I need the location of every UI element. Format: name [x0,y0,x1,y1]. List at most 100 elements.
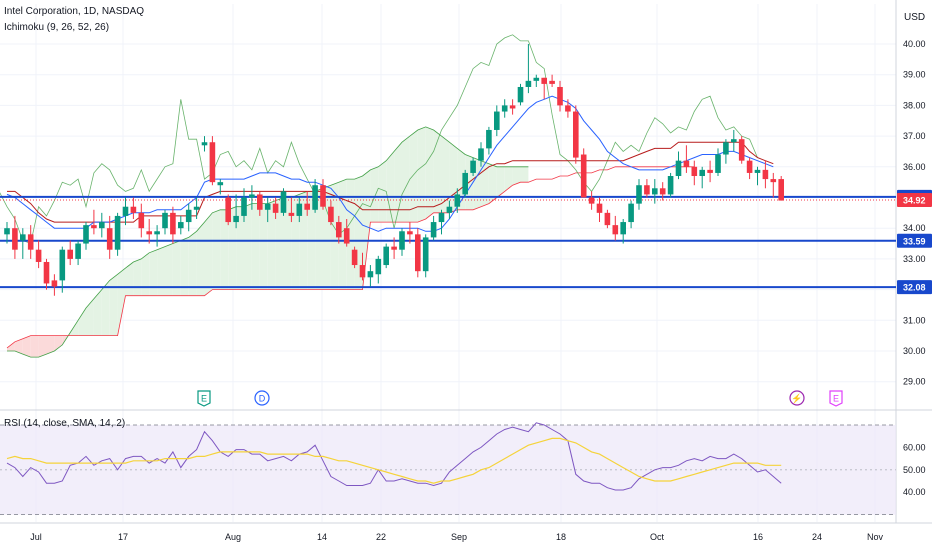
candle-body[interactable] [375,258,382,275]
candle-body[interactable] [778,179,784,201]
candle-body[interactable] [241,197,247,216]
candle-body[interactable] [35,249,42,262]
candle-body[interactable] [264,203,271,210]
candle-body[interactable] [75,243,81,259]
candle-body[interactable] [249,194,255,198]
candle-body[interactable] [359,265,366,278]
candle-body[interactable] [691,166,698,177]
candle-body[interactable] [193,206,200,210]
candle-body[interactable] [320,185,326,207]
candle-body[interactable] [738,139,745,161]
candle-body[interactable] [438,212,445,223]
candle-body[interactable] [446,206,453,213]
candle-body[interactable] [667,176,674,195]
candle-body[interactable] [762,169,769,180]
candle-body[interactable] [296,203,303,216]
candle-body[interactable] [541,77,547,84]
candle-body[interactable] [280,191,287,213]
candle-body[interactable] [699,169,705,177]
candle-body[interactable] [462,172,468,195]
candle-body[interactable] [272,203,279,213]
candle-body[interactable] [636,185,642,204]
candle-body[interactable] [604,212,611,226]
candle-body[interactable] [486,129,492,149]
candle-body[interactable] [509,105,516,109]
symbol-title[interactable]: Intel Corporation, 1D, NASDAQ [4,6,145,17]
candle-body[interactable] [336,222,342,238]
candle-body[interactable] [580,154,587,198]
candle-body[interactable] [67,249,73,259]
candle-body[interactable] [707,169,713,173]
candle-body[interactable] [343,228,350,244]
candle-body[interactable] [391,246,397,250]
candle-body[interactable] [612,225,619,235]
candle-body[interactable] [422,237,429,272]
candle-body[interactable] [43,261,50,284]
candle-body[interactable] [659,188,666,195]
candle-body[interactable] [20,234,26,241]
candle-body[interactable] [549,80,555,84]
candle-body[interactable] [557,86,563,106]
candle-body[interactable] [257,194,263,210]
candle-body[interactable] [715,154,721,173]
candle-body[interactable] [51,280,58,287]
candle-body[interactable] [209,142,216,183]
candle-body[interactable] [162,212,168,229]
candle-body[interactable] [233,215,239,223]
rsi-legend[interactable]: RSI (14, close, SMA, 14, 2) [4,418,126,429]
candle-body[interactable] [328,206,334,223]
candle-body[interactable] [59,249,66,281]
candle-body[interactable] [644,185,650,195]
candle-body[interactable] [525,80,532,87]
candle-body[interactable] [288,212,295,216]
candle-body[interactable] [27,234,34,250]
candle-body[interactable] [454,194,461,207]
earnings-event-icon[interactable] [197,390,211,407]
candle-body[interactable] [367,271,374,278]
earnings-event-icon[interactable] [829,390,843,407]
candle-body[interactable] [494,111,500,130]
candle-body[interactable] [596,203,603,213]
candle-body[interactable] [304,203,310,210]
candle-body[interactable] [754,169,761,173]
candle-body[interactable] [746,160,753,173]
candle-body[interactable] [351,249,358,266]
candle-body[interactable] [83,225,89,244]
candle-body[interactable] [731,139,737,143]
candle-body[interactable] [399,231,405,250]
candle-body[interactable] [170,212,176,235]
candle-body[interactable] [501,105,508,112]
candle-body[interactable] [517,86,524,103]
candle-body[interactable] [4,228,10,235]
candle-body[interactable] [588,197,595,204]
candle-body[interactable] [430,222,437,238]
candle-body[interactable] [675,160,682,177]
candle-body[interactable] [683,160,690,167]
candle-body[interactable] [106,228,113,250]
candle-body[interactable] [154,231,160,235]
candle-body[interactable] [130,206,137,213]
candle-body[interactable] [628,203,634,223]
candle-body[interactable] [620,222,626,235]
candle-body[interactable] [225,197,231,223]
candle-body[interactable] [312,185,318,210]
candle-body[interactable] [91,225,97,229]
currency-label[interactable]: USD [904,12,926,23]
candle-body[interactable] [383,246,389,266]
candle-body[interactable] [478,148,484,161]
candle-body[interactable] [12,228,18,250]
candle-body[interactable] [114,215,121,250]
candle-body[interactable] [565,105,571,112]
split-event-icon[interactable] [789,390,805,406]
candle-body[interactable] [201,142,208,146]
candle-body[interactable] [146,231,152,235]
candle-body[interactable] [99,222,105,229]
candle-body[interactable] [217,182,224,186]
candle-body[interactable] [138,212,145,229]
candle-body[interactable] [533,77,540,81]
candle-body[interactable] [407,231,413,235]
candle-body[interactable] [573,111,579,158]
candle-body[interactable] [122,206,129,216]
candle-body[interactable] [185,209,192,223]
